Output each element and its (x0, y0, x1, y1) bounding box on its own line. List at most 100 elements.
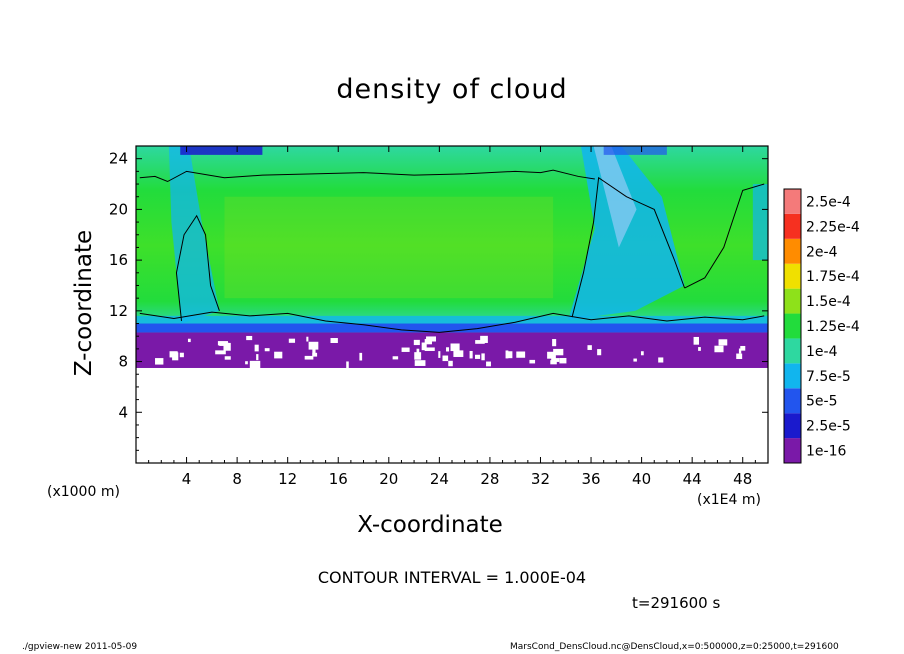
colorbar-label: 7.5e-5 (806, 369, 851, 385)
field-gap (547, 351, 556, 359)
field-gap (450, 343, 460, 352)
colorbar-label: 5e-5 (806, 394, 837, 410)
field-gap (179, 352, 184, 358)
x-tick-label: 8 (232, 470, 242, 488)
field-gap (516, 351, 526, 358)
colorbar-label: 1.5e-4 (806, 294, 851, 310)
field-gap (448, 360, 453, 367)
x-tick-label: 44 (683, 470, 702, 488)
colorbar-swatch (784, 189, 801, 214)
footer-data-source: MarsCond_DensCloud.nc@DensCloud,x=0:5000… (510, 642, 839, 652)
field-gap (308, 341, 319, 350)
contour-line-top (139, 169, 595, 183)
field-gap (288, 338, 296, 343)
field-gap (155, 358, 164, 365)
colorbar: 1e-16 2.5e-5 5e-5 7.5e-5 1e-4 1.25e-4 1.5e-4 1.… (783, 188, 860, 464)
y-axis-label: Z-coordinate (71, 229, 97, 377)
x-tick-label: 4 (182, 470, 192, 488)
field-gap (330, 338, 338, 344)
field-transition-band (136, 323, 768, 333)
colorbar-swatch (784, 338, 801, 364)
contour-line-plume (175, 214, 220, 322)
chart-title: density of cloud (336, 74, 568, 105)
field-gap (172, 352, 179, 361)
field-gap (736, 353, 743, 360)
field-gap (640, 351, 644, 356)
field-gap (738, 348, 742, 354)
x-axis-ticks: 4 8 12 16 20 24 28 32 36 40 44 48 (148, 146, 756, 488)
x-unit-left: (x1000 m) (47, 484, 120, 500)
field-gap (714, 345, 724, 353)
field-gap (223, 342, 231, 351)
field-gap (529, 359, 536, 364)
x-tick-label: 28 (480, 470, 499, 488)
field-gap (224, 356, 231, 360)
field-gap (505, 350, 509, 359)
field-gap (246, 335, 253, 341)
field-gap (245, 361, 248, 365)
x-tick-label: 40 (632, 470, 651, 488)
field-gap (550, 360, 557, 365)
field-gap (424, 338, 432, 345)
field-gap (424, 347, 435, 351)
field-gap (658, 357, 664, 363)
field-gap (256, 354, 259, 361)
x-tick-label: 36 (581, 470, 600, 488)
field-plume-right-core (593, 146, 637, 248)
field-gap (469, 350, 473, 359)
colorbar-label: 1.75e-4 (806, 269, 860, 285)
x-tick-label: 16 (329, 470, 348, 488)
x-axis-label: X-coordinate (357, 512, 503, 538)
colorbar-swatch (784, 438, 801, 463)
field-gap (718, 339, 728, 346)
x-tick-label: 20 (379, 470, 398, 488)
colorbar-border (783, 188, 802, 464)
y-tick-label: 12 (109, 302, 128, 320)
field-top-streak (180, 146, 263, 155)
colorbar-label: 2e-4 (806, 244, 838, 260)
field-gap (254, 344, 259, 352)
field-gap (312, 352, 318, 357)
field-gap (507, 351, 513, 359)
contour-line-plume (684, 183, 765, 289)
colorbar-label: 2.25e-4 (806, 219, 860, 235)
field-gap (414, 352, 422, 360)
y-tick-label: 16 (109, 251, 128, 269)
field-gap (551, 358, 560, 362)
field-gap (552, 339, 557, 347)
y-tick-label: 20 (109, 200, 128, 218)
field-gap (559, 357, 567, 364)
field-gap (740, 345, 746, 351)
field-top-streak (603, 146, 667, 155)
field-gap (249, 360, 261, 369)
colorbar-swatch (784, 238, 801, 264)
contour-line-plume (571, 176, 686, 318)
field-gap (426, 336, 437, 342)
field-gap (693, 336, 700, 345)
time-stamp: t=291600 s (632, 594, 721, 612)
x-tick-label: 48 (733, 470, 752, 488)
field-gap (587, 345, 592, 350)
y-tick-label: 24 (109, 150, 128, 168)
field-plume-left (168, 146, 220, 324)
field-gap (698, 347, 701, 351)
x-tick-label: 24 (430, 470, 449, 488)
field-gap (187, 338, 191, 343)
field-gap (597, 349, 602, 356)
field-gap (401, 347, 410, 352)
field-gap (413, 339, 420, 346)
field-gap (481, 353, 485, 361)
x-unit-right: (x1E4 m) (697, 492, 761, 508)
field-gap (474, 354, 481, 359)
colorbar-swatch (784, 263, 801, 289)
field-gap (346, 361, 349, 369)
field-gap (264, 348, 270, 352)
colorbar-swatch (784, 388, 801, 414)
contour-interval-note: CONTOUR INTERVAL = 1.000E-04 (317, 568, 587, 587)
colorbar-label: 2.5e-4 (806, 195, 851, 211)
field-gap (306, 336, 309, 342)
field-plume-edge (752, 184, 768, 261)
field-gap (442, 355, 449, 362)
y-tick-label: 4 (118, 403, 128, 421)
